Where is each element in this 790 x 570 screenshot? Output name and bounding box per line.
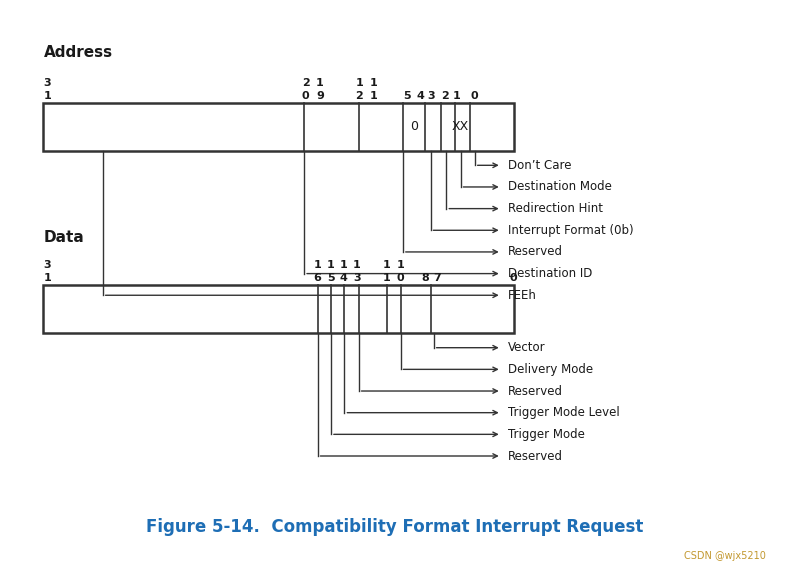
Text: Reserved: Reserved [508,385,563,397]
Text: 0: 0 [302,91,310,101]
Text: Vector: Vector [508,341,546,354]
Text: 1: 1 [370,91,378,101]
Text: Trigger Mode Level: Trigger Mode Level [508,406,619,419]
Text: 1: 1 [383,273,391,283]
Text: 1: 1 [383,260,391,270]
Text: 2: 2 [302,78,310,88]
Text: Address: Address [43,45,113,60]
Text: 3: 3 [43,78,51,88]
Text: 1: 1 [314,260,322,270]
Text: 9: 9 [316,91,324,101]
Text: 7: 7 [434,273,442,283]
Text: 1: 1 [340,260,348,270]
Text: Destination Mode: Destination Mode [508,181,611,193]
Text: 8: 8 [422,273,430,283]
Text: Reserved: Reserved [508,246,563,258]
Text: 1: 1 [327,260,335,270]
Text: 1: 1 [356,78,363,88]
Text: XX: XX [452,120,469,133]
Text: 4: 4 [416,91,424,101]
Text: 2: 2 [356,91,363,101]
Text: FEEh: FEEh [508,289,537,302]
Text: Delivery Mode: Delivery Mode [508,363,593,376]
Text: Don’t Care: Don’t Care [508,159,571,172]
Text: 1: 1 [370,78,378,88]
Text: 1: 1 [397,260,404,270]
Text: 0: 0 [510,273,517,283]
Text: 0: 0 [470,91,478,101]
Text: 1: 1 [43,273,51,283]
Text: Data: Data [43,230,85,245]
Text: Destination ID: Destination ID [508,267,592,280]
Text: 1: 1 [453,91,461,101]
Text: 1: 1 [316,78,324,88]
Text: Reserved: Reserved [508,450,563,462]
Text: 0: 0 [410,120,418,133]
Text: 1: 1 [353,260,361,270]
Text: 3: 3 [43,260,51,270]
Bar [43,103,514,151]
Text: Redirection Hint: Redirection Hint [508,202,603,215]
Text: CSDN @wjx5210: CSDN @wjx5210 [684,551,766,561]
Text: 3: 3 [353,273,361,283]
Text: Interrupt Format (0b): Interrupt Format (0b) [508,224,634,237]
Text: 5: 5 [327,273,335,283]
Text: 2: 2 [441,91,449,101]
Text: 0: 0 [397,273,404,283]
Text: Trigger Mode: Trigger Mode [508,428,585,441]
Text: 4: 4 [340,273,348,283]
Text: Figure 5-14.  Compatibility Format Interrupt Request: Figure 5-14. Compatibility Format Interr… [146,518,644,536]
Text: 6: 6 [314,273,322,283]
Bar [43,285,514,333]
Text: 3: 3 [427,91,435,101]
Text: 1: 1 [43,91,51,101]
Text: 5: 5 [403,91,411,101]
